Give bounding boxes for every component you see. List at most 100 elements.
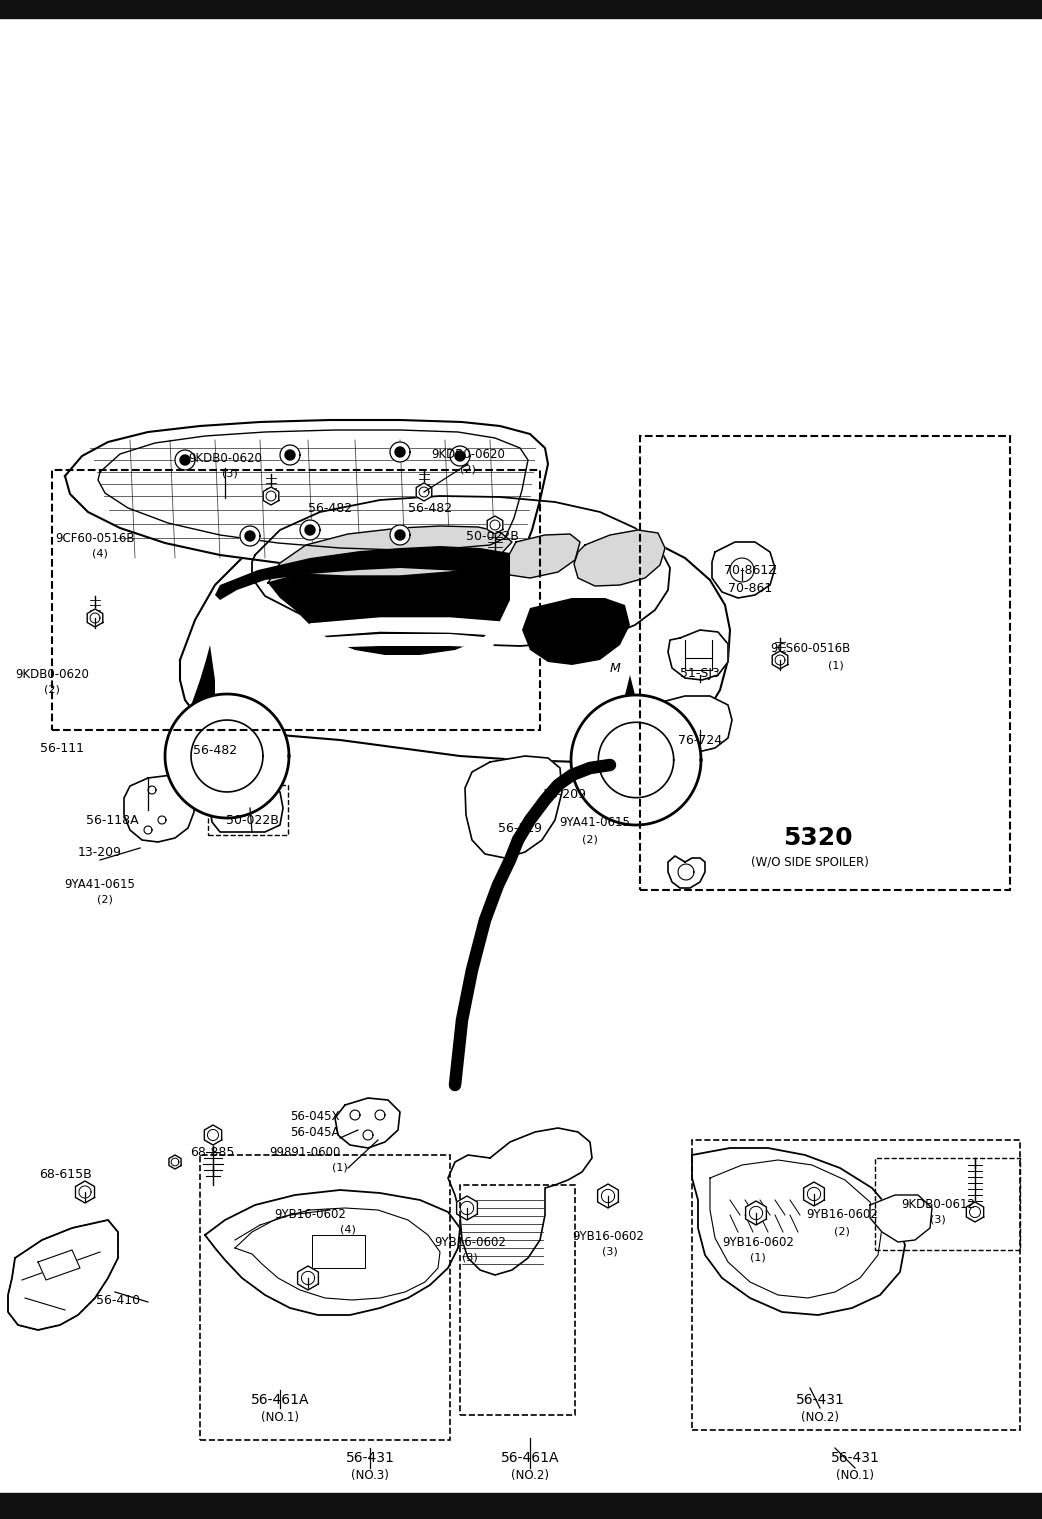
Text: (3): (3) xyxy=(602,1247,618,1258)
Text: 56-119: 56-119 xyxy=(498,822,542,834)
Polygon shape xyxy=(448,1129,592,1274)
Polygon shape xyxy=(175,450,195,469)
Polygon shape xyxy=(678,864,694,880)
Polygon shape xyxy=(252,497,670,646)
Text: (2): (2) xyxy=(97,895,113,905)
Polygon shape xyxy=(456,1195,477,1220)
Polygon shape xyxy=(75,1180,95,1203)
Polygon shape xyxy=(870,1195,932,1243)
Text: (2): (2) xyxy=(461,465,476,475)
Text: (1): (1) xyxy=(828,661,844,671)
Text: 9YA41-0615: 9YA41-0615 xyxy=(560,816,630,828)
Polygon shape xyxy=(395,530,405,539)
Polygon shape xyxy=(712,542,775,598)
Text: 9YB16-0602: 9YB16-0602 xyxy=(722,1235,794,1249)
Polygon shape xyxy=(38,1250,80,1281)
Text: 9KDB0-0620: 9KDB0-0620 xyxy=(431,448,505,460)
Polygon shape xyxy=(488,516,503,535)
Bar xyxy=(52,469,540,731)
Text: 5320: 5320 xyxy=(784,826,852,851)
Polygon shape xyxy=(264,488,279,504)
Text: (2): (2) xyxy=(44,685,60,696)
Polygon shape xyxy=(660,696,731,752)
Text: (3): (3) xyxy=(462,1253,478,1262)
Text: 9CF60-0516B: 9CF60-0516B xyxy=(55,532,134,544)
Polygon shape xyxy=(165,694,289,819)
Text: 56-461A: 56-461A xyxy=(501,1451,560,1464)
Text: 56-118A: 56-118A xyxy=(85,814,139,826)
Polygon shape xyxy=(574,530,665,586)
Polygon shape xyxy=(205,1189,460,1315)
Text: (4): (4) xyxy=(340,1224,356,1235)
Text: 9KDB0-0620: 9KDB0-0620 xyxy=(15,667,89,681)
Text: 56-482: 56-482 xyxy=(407,501,452,515)
Polygon shape xyxy=(966,1202,984,1221)
Text: 56-431: 56-431 xyxy=(346,1451,395,1464)
Polygon shape xyxy=(772,652,788,668)
Polygon shape xyxy=(746,1202,767,1224)
Polygon shape xyxy=(215,545,510,600)
Polygon shape xyxy=(416,483,431,501)
Bar xyxy=(460,1185,575,1416)
Text: (1): (1) xyxy=(332,1164,348,1173)
Polygon shape xyxy=(390,526,410,545)
Bar xyxy=(0,1493,1042,1519)
Polygon shape xyxy=(65,419,548,570)
Polygon shape xyxy=(286,450,295,460)
Polygon shape xyxy=(204,1126,222,1145)
Text: 56-431: 56-431 xyxy=(830,1451,879,1464)
Polygon shape xyxy=(455,451,465,460)
Polygon shape xyxy=(298,1265,319,1290)
Text: 70-861Z: 70-861Z xyxy=(723,564,776,577)
Polygon shape xyxy=(610,674,638,758)
Polygon shape xyxy=(668,630,728,681)
Text: (NO.1): (NO.1) xyxy=(836,1469,874,1481)
Polygon shape xyxy=(465,756,562,858)
Polygon shape xyxy=(668,857,705,889)
Text: 99891-0600: 99891-0600 xyxy=(269,1145,341,1159)
Polygon shape xyxy=(8,1220,118,1331)
Text: 9CS60-0516B: 9CS60-0516B xyxy=(770,643,850,656)
Polygon shape xyxy=(522,598,630,665)
Text: 68-615B: 68-615B xyxy=(39,1168,92,1182)
Polygon shape xyxy=(334,1098,400,1148)
Text: 9KDB0-0612: 9KDB0-0612 xyxy=(901,1197,975,1211)
Polygon shape xyxy=(300,519,320,539)
Bar xyxy=(208,785,288,835)
Text: (W/O SIDE SPOILER): (W/O SIDE SPOILER) xyxy=(751,855,869,869)
Polygon shape xyxy=(180,507,730,763)
Polygon shape xyxy=(730,557,754,582)
Polygon shape xyxy=(210,785,283,832)
Text: 51-SJ3: 51-SJ3 xyxy=(680,667,720,681)
Polygon shape xyxy=(305,526,315,535)
Text: 9YB16-0602: 9YB16-0602 xyxy=(274,1208,346,1220)
Polygon shape xyxy=(803,1182,824,1206)
Text: 9KDB0-0620: 9KDB0-0620 xyxy=(188,451,262,465)
Text: 56-461A: 56-461A xyxy=(251,1393,309,1407)
Bar xyxy=(0,0,1042,18)
Polygon shape xyxy=(504,535,580,579)
Polygon shape xyxy=(450,447,470,466)
Text: (NO.1): (NO.1) xyxy=(260,1411,299,1425)
Bar xyxy=(875,1157,1020,1250)
Text: 56-111: 56-111 xyxy=(40,741,84,755)
Polygon shape xyxy=(692,1148,905,1315)
Polygon shape xyxy=(363,1130,373,1139)
Polygon shape xyxy=(124,775,194,842)
Polygon shape xyxy=(311,618,500,636)
Text: (4): (4) xyxy=(92,548,108,559)
Text: 50-022B: 50-022B xyxy=(466,530,519,542)
Text: (1): (1) xyxy=(750,1253,766,1262)
Polygon shape xyxy=(350,1110,359,1120)
Polygon shape xyxy=(598,1183,618,1208)
Polygon shape xyxy=(245,532,255,541)
Polygon shape xyxy=(311,618,500,636)
Text: 56-045A: 56-045A xyxy=(291,1127,340,1139)
Polygon shape xyxy=(240,526,260,545)
Text: (3): (3) xyxy=(222,469,238,478)
Text: (NO.2): (NO.2) xyxy=(511,1469,549,1481)
Polygon shape xyxy=(169,1154,181,1170)
Text: 13-209: 13-209 xyxy=(78,846,122,858)
Text: M: M xyxy=(610,661,620,674)
Text: 56-482: 56-482 xyxy=(308,501,352,515)
